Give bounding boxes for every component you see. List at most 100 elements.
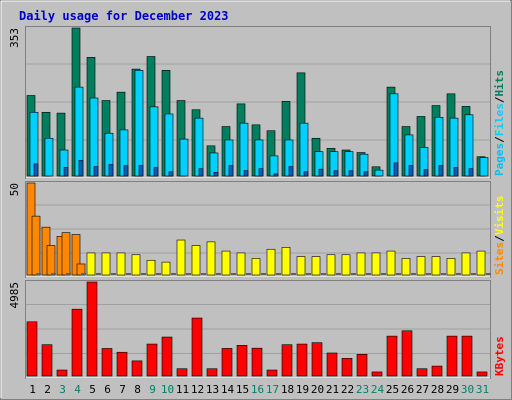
y-max-label-visits: 50	[8, 183, 21, 196]
bar-kbytes	[296, 343, 308, 377]
bar-visits	[281, 247, 291, 276]
bar-visits	[86, 252, 96, 276]
bar-files	[179, 138, 189, 177]
bar-files	[44, 137, 54, 177]
bar-kbytes	[416, 368, 428, 377]
bar-baseline-marker	[381, 273, 386, 275]
bar-kbytes	[461, 335, 473, 377]
bar-kbytes	[101, 348, 113, 377]
day-label: 16	[251, 383, 264, 396]
bar-visits	[146, 259, 156, 276]
bar-baseline-marker	[231, 273, 236, 275]
bar-kbytes	[251, 347, 263, 377]
day-label: 26	[401, 383, 414, 396]
day-label: 17	[266, 383, 279, 396]
bar-pages	[303, 171, 309, 177]
bar-baseline-marker	[171, 273, 176, 275]
bar-baseline-marker	[321, 273, 326, 275]
bar-files	[479, 157, 489, 177]
day-label: 9	[149, 383, 156, 396]
bar-pages	[393, 162, 399, 177]
bar-visits	[356, 252, 366, 276]
bar-visits	[221, 250, 231, 276]
bar-baseline-marker	[66, 273, 71, 275]
bar-baseline-marker	[456, 273, 461, 275]
bar-files	[194, 117, 204, 177]
day-label: 14	[221, 383, 235, 396]
bar-kbytes	[236, 345, 248, 377]
legend-entry-pages: Pages	[493, 143, 506, 176]
bar-files	[239, 122, 249, 177]
bar-kbytes	[386, 335, 398, 377]
bar-kbytes	[161, 336, 173, 377]
bar-visits	[236, 252, 246, 276]
bar-baseline-marker	[216, 273, 221, 275]
bar-baseline-marker	[306, 273, 311, 275]
bar-visits	[71, 234, 81, 276]
day-label: 3	[59, 383, 66, 396]
bar-visits	[251, 258, 261, 276]
y-max-label-hits: 353	[8, 28, 21, 48]
bar-kbytes	[281, 344, 293, 377]
bar-pages	[453, 167, 459, 177]
day-label: 10	[161, 383, 174, 396]
legend-kbytes: KBytes	[493, 336, 506, 376]
bar-visits	[371, 252, 381, 276]
bar-kbytes	[356, 354, 368, 377]
day-axis-labels: 1 2 3 4 5 6 7 8 9 10 11 12 13 14 15 16 17 18 19 20 21 22 23 24 2…	[29, 383, 489, 396]
bar-kbytes	[176, 368, 188, 377]
bar-visits	[416, 256, 426, 276]
day-label: 13	[206, 383, 219, 396]
bar-pages	[273, 173, 279, 177]
bar-baseline-marker	[186, 273, 191, 275]
bar-kbytes	[341, 358, 353, 377]
bar-kbytes	[401, 330, 413, 377]
day-label: 28	[431, 383, 444, 396]
day-label: 1	[29, 383, 36, 396]
bar-baseline-marker	[486, 273, 491, 275]
legend-kbytes-text: KBytes	[493, 336, 506, 376]
legend-entry-files: Files	[493, 103, 506, 136]
bar-visits	[311, 256, 321, 276]
bar-pages	[423, 169, 429, 177]
bar-pages	[468, 168, 474, 177]
bar-baseline-marker	[111, 273, 116, 275]
bar-baseline-marker	[276, 273, 281, 275]
bar-files	[299, 122, 309, 177]
legend-separator: /	[493, 96, 506, 103]
bar-baseline-marker	[201, 273, 206, 275]
bar-baseline-marker	[36, 273, 41, 275]
legend-entry-sites: Sites	[493, 242, 506, 275]
bar-visits	[266, 248, 276, 276]
bar-kbytes	[326, 352, 338, 377]
bar-pages	[348, 170, 354, 177]
legend-separator: /	[493, 235, 506, 242]
bar-sites	[31, 215, 41, 276]
bar-sites	[61, 232, 71, 276]
bar-visits	[191, 245, 201, 276]
bar-baseline-marker	[261, 273, 266, 275]
day-label: 23	[356, 383, 369, 396]
bar-kbytes	[41, 344, 53, 377]
bar-baseline-marker	[126, 273, 131, 275]
bar-baseline-marker	[396, 273, 401, 275]
bar-pages	[63, 167, 69, 177]
legend-sites-visits-text: Sites/Visits	[493, 196, 506, 276]
bar-pages	[288, 166, 294, 177]
bar-pages	[78, 159, 84, 177]
panel-hits-files-pages	[25, 26, 491, 179]
bar-baseline-marker	[351, 273, 356, 275]
bar-kbytes	[446, 335, 458, 377]
bar-baseline-marker	[411, 273, 416, 275]
bar-visits	[326, 254, 336, 276]
bar-pages	[108, 164, 114, 177]
day-label: 11	[176, 383, 189, 396]
legend-entry-kbytes: KBytes	[493, 336, 506, 376]
bar-visits	[386, 250, 396, 276]
bar-baseline-marker	[141, 273, 146, 275]
bar-pages	[363, 171, 369, 177]
bar-kbytes	[191, 317, 203, 377]
bar-kbytes	[116, 351, 128, 377]
day-label: 2	[44, 383, 51, 396]
day-label: 5	[89, 383, 96, 396]
